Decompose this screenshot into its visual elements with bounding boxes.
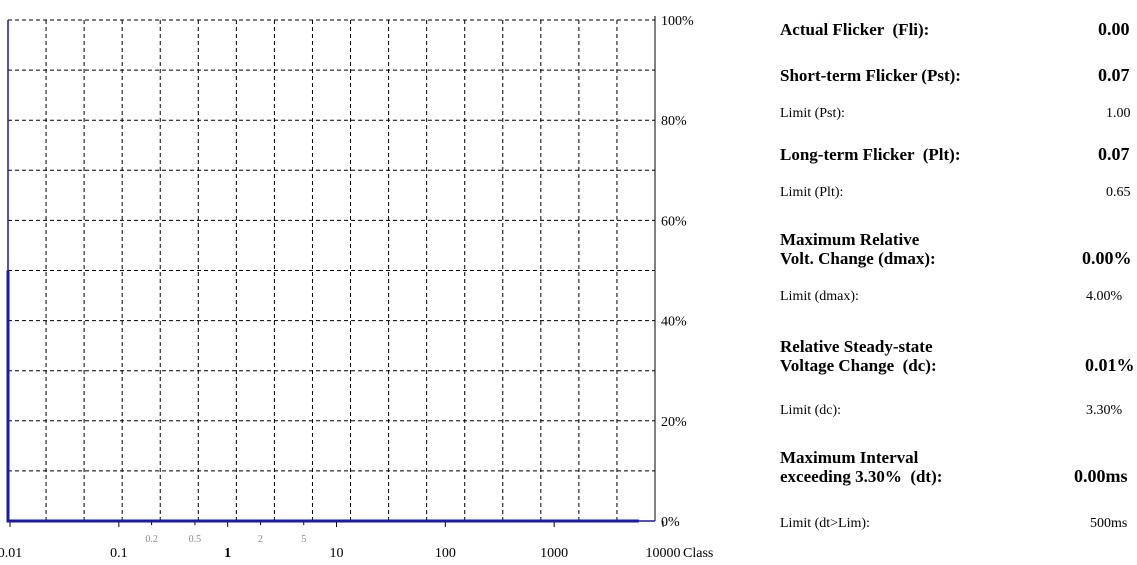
dc-value: 0.01% (1085, 355, 1135, 375)
y-tick-label: 40% (661, 315, 687, 330)
long-term-flicker-value: 0.07 (1098, 144, 1130, 164)
plt-limit-value: 0.65 (1106, 185, 1131, 200)
y-tick-label: 100% (661, 14, 694, 29)
actual-flicker-label: Actual Flicker (Fli): (780, 20, 930, 39)
series-line (6, 270, 639, 523)
dc-label-line1: Relative Steady-state (780, 337, 933, 356)
y-tick-label: 20% (661, 415, 687, 430)
x-tick-label: 1 (224, 546, 231, 561)
pst-limit-value: 1.00 (1106, 106, 1131, 121)
x-axis-label: Class (683, 546, 713, 561)
dt-value: 0.00ms (1074, 466, 1128, 486)
flicker-values-panel: Actual Flicker (Fli): 0.00 Short-term Fl… (780, 0, 1137, 565)
x-tick-label: 100 (435, 546, 456, 561)
x-tick-minor-label: 0.2 (145, 534, 158, 545)
dc-label-line2: Voltage Change (dc): (780, 356, 937, 375)
dt-label-line1: Maximum Interval (780, 448, 919, 467)
dt-limit-label: Limit (dt>Lim): (780, 516, 870, 531)
dt-label-line2: exceeding 3.30% (dt): (780, 467, 943, 486)
x-tick-label: 10000 (646, 546, 681, 561)
y-axis: 0% 20% 40% 60% 80% 100% (7, 14, 694, 530)
dmax-label-line1: Maximum Relative (780, 230, 920, 249)
x-axis: 0.01 0.1 1 10 100 1000 10000 0.2 0.5 2 5 (0, 520, 681, 561)
plt-limit-label: Limit (Plt): (780, 185, 844, 200)
x-tick-label: 10 (330, 546, 344, 561)
x-tick-minor-label: 2 (258, 534, 263, 545)
dmax-limit-value: 4.00% (1086, 289, 1123, 304)
x-tick-label: 0.1 (110, 546, 128, 561)
flicker-chart: 0% 20% 40% 60% 80% 100% 0.01 0.1 1 10 100 1000 1000… (0, 14, 713, 561)
short-term-flicker-label: Short-term Flicker (Pst): (780, 66, 961, 85)
actual-flicker-value: 0.00 (1098, 19, 1130, 39)
y-tick-label: 0% (661, 515, 680, 530)
series (6, 270, 639, 523)
dt-limit-value: 500ms (1090, 516, 1128, 531)
dc-limit-value: 3.30% (1086, 403, 1123, 418)
short-term-flicker-value: 0.07 (1098, 65, 1130, 85)
pst-limit-label: Limit (Pst): (780, 106, 845, 121)
y-tick-label: 80% (661, 114, 687, 129)
x-tick-minor-label: 0.5 (189, 534, 202, 545)
dmax-value: 0.00% (1082, 248, 1132, 268)
dc-limit-label: Limit (dc): (780, 403, 842, 418)
dmax-label-line2: Volt. Change (dmax): (780, 249, 936, 268)
x-tick-label: 1000 (540, 546, 568, 561)
x-tick-label: 0.01 (0, 546, 22, 561)
y-tick-label: 60% (661, 214, 687, 229)
long-term-flicker-label: Long-term Flicker (Plt): (780, 145, 961, 164)
x-tick-minor-label: 5 (301, 534, 306, 545)
dmax-limit-label: Limit (dmax): (780, 289, 859, 304)
grid (8, 19, 655, 521)
